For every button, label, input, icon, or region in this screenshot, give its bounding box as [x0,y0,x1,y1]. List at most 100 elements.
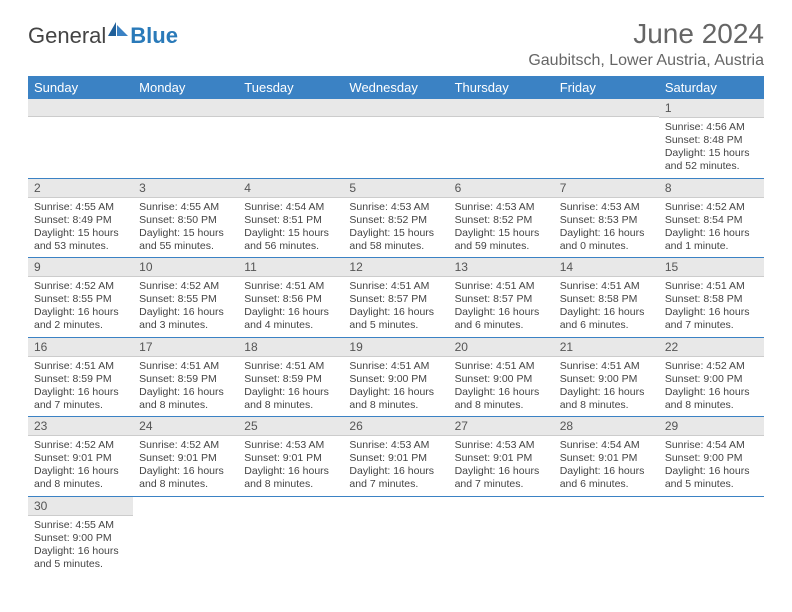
daylight-text: Daylight: 16 hours and 6 minutes. [560,465,653,491]
calendar-row: 9 Sunrise: 4:52 AM Sunset: 8:55 PM Dayli… [28,258,764,338]
day-number: 20 [449,338,554,357]
daylight-text: Daylight: 15 hours and 52 minutes. [665,147,758,173]
sunset-text: Sunset: 8:57 PM [455,293,548,306]
sunrise-text: Sunrise: 4:51 AM [349,360,442,373]
sunset-text: Sunset: 8:55 PM [139,293,232,306]
day-content: Sunrise: 4:54 AM Sunset: 8:51 PM Dayligh… [238,198,343,258]
sunrise-text: Sunrise: 4:55 AM [139,201,232,214]
day-content: Sunrise: 4:51 AM Sunset: 8:57 PM Dayligh… [343,277,448,337]
sunset-text: Sunset: 8:59 PM [244,373,337,386]
sunset-text: Sunset: 8:52 PM [455,214,548,227]
calendar-cell-blank [449,496,554,575]
sunrise-text: Sunrise: 4:51 AM [665,280,758,293]
sunset-text: Sunset: 9:00 PM [665,452,758,465]
day-number: 17 [133,338,238,357]
calendar-cell: 12 Sunrise: 4:51 AM Sunset: 8:57 PM Dayl… [343,258,448,338]
header: General Blue June 2024 Gaubitsch, Lower … [28,18,764,70]
calendar-cell-blank [659,496,764,575]
location: Gaubitsch, Lower Austria, Austria [528,52,764,70]
calendar-cell-empty [28,99,133,178]
day-number: 10 [133,258,238,277]
sunset-text: Sunset: 8:50 PM [139,214,232,227]
calendar-cell: 23 Sunrise: 4:52 AM Sunset: 9:01 PM Dayl… [28,417,133,497]
sunrise-text: Sunrise: 4:52 AM [139,280,232,293]
sunset-text: Sunset: 9:00 PM [560,373,653,386]
daylight-text: Daylight: 16 hours and 2 minutes. [34,306,127,332]
day-content: Sunrise: 4:53 AM Sunset: 8:53 PM Dayligh… [554,198,659,258]
calendar-cell-blank [554,496,659,575]
sunrise-text: Sunrise: 4:53 AM [455,201,548,214]
daylight-text: Daylight: 16 hours and 3 minutes. [139,306,232,332]
sunrise-text: Sunrise: 4:52 AM [139,439,232,452]
sunrise-text: Sunrise: 4:54 AM [665,439,758,452]
weekday-header: Saturday [659,76,764,99]
calendar-cell: 4 Sunrise: 4:54 AM Sunset: 8:51 PM Dayli… [238,178,343,258]
calendar-row: 23 Sunrise: 4:52 AM Sunset: 9:01 PM Dayl… [28,417,764,497]
sunrise-text: Sunrise: 4:54 AM [244,201,337,214]
calendar-cell-empty [449,99,554,178]
day-content: Sunrise: 4:54 AM Sunset: 9:00 PM Dayligh… [659,436,764,496]
calendar-cell: 18 Sunrise: 4:51 AM Sunset: 8:59 PM Dayl… [238,337,343,417]
sunset-text: Sunset: 8:49 PM [34,214,127,227]
sunset-text: Sunset: 8:58 PM [560,293,653,306]
sunrise-text: Sunrise: 4:51 AM [560,280,653,293]
daylight-text: Daylight: 16 hours and 8 minutes. [560,386,653,412]
calendar-cell: 17 Sunrise: 4:51 AM Sunset: 8:59 PM Dayl… [133,337,238,417]
calendar-cell-empty [133,99,238,178]
month-title: June 2024 [528,18,764,50]
calendar-cell-blank [343,496,448,575]
sunrise-text: Sunrise: 4:51 AM [455,360,548,373]
day-content: Sunrise: 4:51 AM Sunset: 8:58 PM Dayligh… [554,277,659,337]
sunrise-text: Sunrise: 4:52 AM [34,439,127,452]
calendar-cell: 15 Sunrise: 4:51 AM Sunset: 8:58 PM Dayl… [659,258,764,338]
sunset-text: Sunset: 8:54 PM [665,214,758,227]
day-content: Sunrise: 4:51 AM Sunset: 9:00 PM Dayligh… [343,357,448,417]
calendar-cell: 5 Sunrise: 4:53 AM Sunset: 8:52 PM Dayli… [343,178,448,258]
calendar-cell: 8 Sunrise: 4:52 AM Sunset: 8:54 PM Dayli… [659,178,764,258]
day-content: Sunrise: 4:55 AM Sunset: 8:49 PM Dayligh… [28,198,133,258]
calendar-cell: 30 Sunrise: 4:55 AM Sunset: 9:00 PM Dayl… [28,496,133,575]
calendar-table: Sunday Monday Tuesday Wednesday Thursday… [28,76,764,575]
day-number: 19 [343,338,448,357]
sunset-text: Sunset: 8:53 PM [560,214,653,227]
sunrise-text: Sunrise: 4:52 AM [34,280,127,293]
day-number: 15 [659,258,764,277]
day-content: Sunrise: 4:53 AM Sunset: 8:52 PM Dayligh… [343,198,448,258]
day-content: Sunrise: 4:54 AM Sunset: 9:01 PM Dayligh… [554,436,659,496]
day-number: 26 [343,417,448,436]
daylight-text: Daylight: 16 hours and 7 minutes. [455,465,548,491]
sunset-text: Sunset: 9:01 PM [560,452,653,465]
day-number: 24 [133,417,238,436]
calendar-cell: 29 Sunrise: 4:54 AM Sunset: 9:00 PM Dayl… [659,417,764,497]
daylight-text: Daylight: 16 hours and 5 minutes. [665,465,758,491]
weekday-header-row: Sunday Monday Tuesday Wednesday Thursday… [28,76,764,99]
calendar-cell-empty [343,99,448,178]
day-number: 7 [554,179,659,198]
day-content: Sunrise: 4:51 AM Sunset: 9:00 PM Dayligh… [449,357,554,417]
title-block: June 2024 Gaubitsch, Lower Austria, Aust… [528,18,764,70]
sunrise-text: Sunrise: 4:53 AM [349,439,442,452]
daylight-text: Daylight: 15 hours and 55 minutes. [139,227,232,253]
day-content: Sunrise: 4:53 AM Sunset: 9:01 PM Dayligh… [449,436,554,496]
sunset-text: Sunset: 8:57 PM [349,293,442,306]
logo-flag-icon [108,22,130,45]
day-content: Sunrise: 4:55 AM Sunset: 8:50 PM Dayligh… [133,198,238,258]
weekday-header: Friday [554,76,659,99]
sunrise-text: Sunrise: 4:56 AM [665,121,758,134]
calendar-row: 2 Sunrise: 4:55 AM Sunset: 8:49 PM Dayli… [28,178,764,258]
calendar-cell: 2 Sunrise: 4:55 AM Sunset: 8:49 PM Dayli… [28,178,133,258]
sunset-text: Sunset: 9:00 PM [455,373,548,386]
day-number: 23 [28,417,133,436]
day-number: 4 [238,179,343,198]
logo-text-blue: Blue [130,23,178,48]
day-number: 5 [343,179,448,198]
day-content: Sunrise: 4:51 AM Sunset: 8:57 PM Dayligh… [449,277,554,337]
calendar-cell-empty [554,99,659,178]
daylight-text: Daylight: 16 hours and 7 minutes. [349,465,442,491]
day-number: 6 [449,179,554,198]
sunset-text: Sunset: 8:59 PM [34,373,127,386]
sunrise-text: Sunrise: 4:52 AM [665,360,758,373]
day-content: Sunrise: 4:52 AM Sunset: 8:54 PM Dayligh… [659,198,764,258]
calendar-cell: 22 Sunrise: 4:52 AM Sunset: 9:00 PM Dayl… [659,337,764,417]
day-number: 12 [343,258,448,277]
